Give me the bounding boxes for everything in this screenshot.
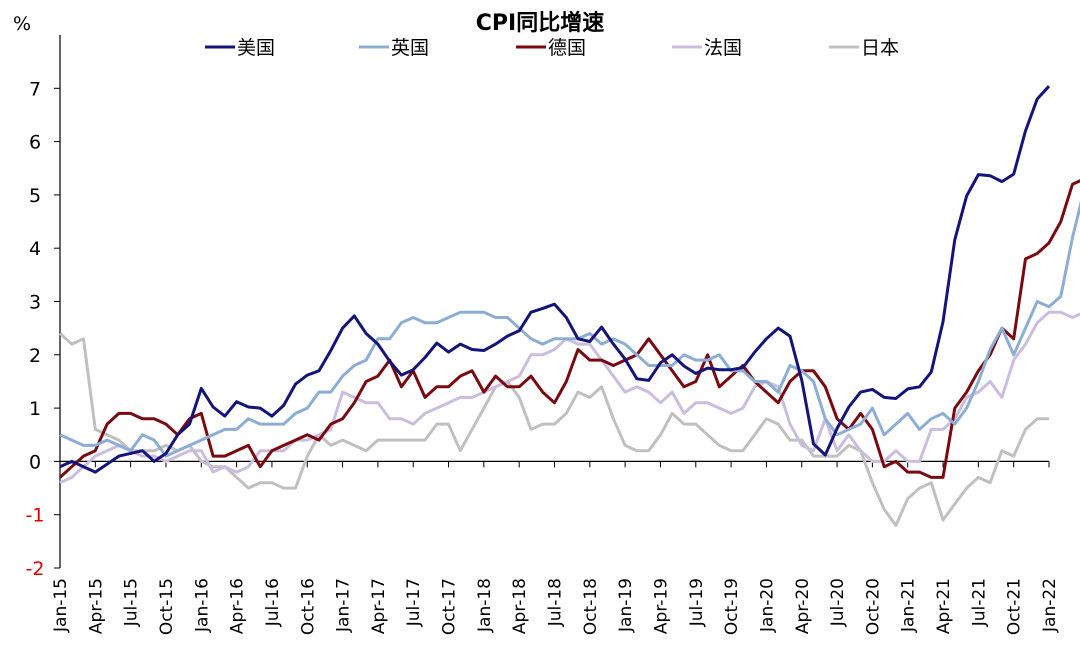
legend-label: 日本	[861, 37, 899, 59]
legend-label: 英国	[391, 37, 429, 59]
x-tick-label: Apr-17	[369, 578, 389, 634]
x-tick-label: Oct-19	[722, 578, 742, 635]
legend-label: 美国	[237, 37, 275, 59]
x-tick-label: Jul-19	[687, 578, 707, 627]
chart-title: CPI同比增速	[476, 10, 604, 36]
x-tick-label: Oct-16	[298, 578, 318, 635]
x-tick-label: Oct-15	[157, 578, 177, 635]
y-axis-unit: %	[13, 13, 31, 35]
x-tick-label: Apr-16	[228, 578, 248, 634]
y-tick-label: 5	[29, 185, 41, 207]
x-tick-label: Jul-18	[546, 578, 566, 627]
y-tick-label: 7	[29, 78, 41, 100]
y-tick-label: -1	[26, 505, 45, 527]
x-tick-label: Oct-18	[581, 578, 601, 635]
x-tick-label: Apr-20	[793, 578, 813, 634]
y-tick-label: 0	[29, 451, 41, 473]
x-tick-label: Jan-22	[1040, 578, 1060, 633]
series-layer	[58, 85, 1080, 527]
x-tick-label: Apr-15	[86, 578, 106, 634]
series-line-3	[59, 310, 1080, 485]
y-tick-label: 1	[29, 398, 41, 420]
x-tick-label: Apr-21	[934, 578, 954, 634]
y-tick-label: 2	[29, 345, 41, 367]
x-tick-label: Jan-15	[51, 578, 71, 633]
x-tick-label: Jan-17	[334, 578, 354, 633]
x-tick-label: Jan-19	[616, 578, 636, 633]
x-tick-label: Jan-20	[757, 578, 777, 633]
y-tick-label: 6	[29, 132, 41, 154]
legend-label: 法国	[704, 37, 742, 59]
axes: -2 -1 0 1 2 3 4 5 6 7 Jan-15 Apr-15 Jul-15 Oct-15 Jan-…	[26, 35, 1060, 635]
legend-label: 德国	[548, 37, 586, 59]
series-line-0	[59, 85, 1051, 474]
x-tick-label: Oct-17	[440, 578, 460, 635]
x-tick-label: Oct-21	[1005, 578, 1025, 635]
x-tick-label: Apr-19	[651, 578, 671, 634]
x-tick-label: Jul-16	[263, 578, 283, 627]
x-tick-label: Jul-21	[969, 578, 989, 627]
x-tick-label: Jul-20	[828, 578, 848, 627]
series-line-2	[58, 179, 1080, 479]
x-tick-label: Jan-18	[475, 578, 495, 633]
x-tick-label: Jan-16	[192, 578, 212, 633]
y-tick-label: -2	[26, 558, 45, 580]
x-tick-label: Apr-18	[510, 578, 530, 634]
y-tick-label: 4	[29, 238, 41, 260]
series-line-4	[58, 332, 1049, 527]
y-tick-label: 3	[29, 292, 41, 314]
x-tick-label: Jan-21	[899, 578, 919, 633]
legend: 美国 英国 德国 法国 日本	[205, 37, 899, 59]
x-tick-label: Oct-20	[863, 578, 883, 635]
x-tick-label: Jul-15	[122, 578, 142, 627]
x-tick-label: Jul-17	[404, 578, 424, 627]
